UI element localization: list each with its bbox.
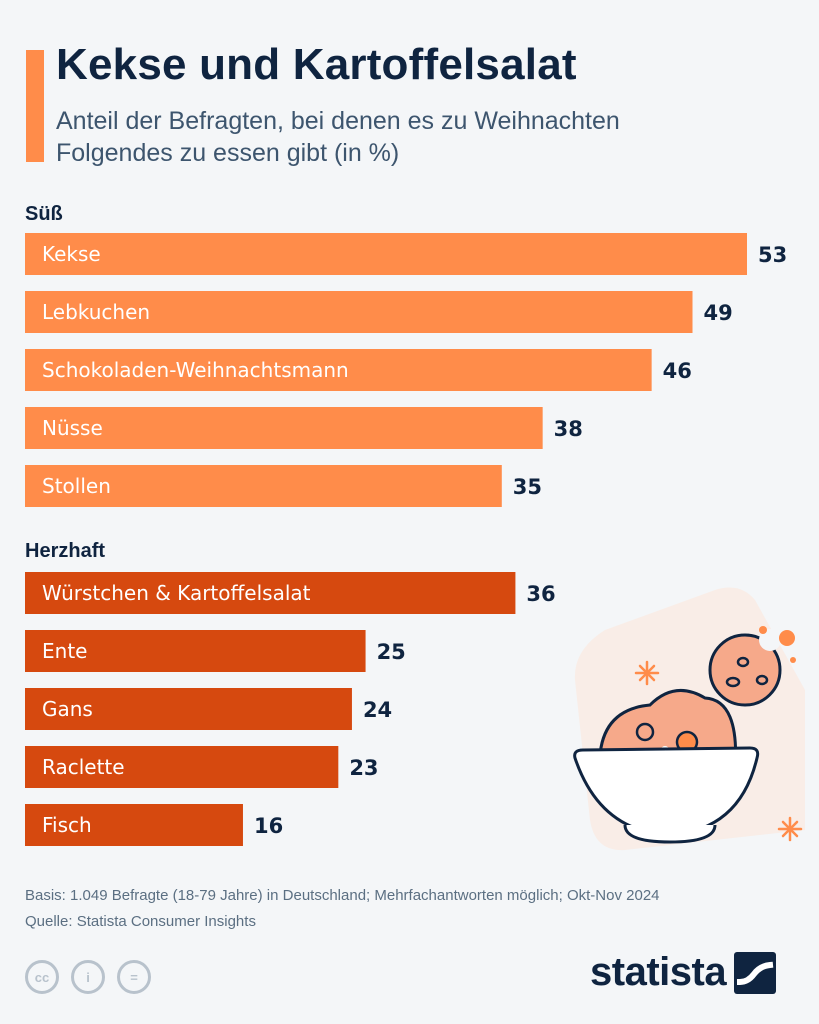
bar-label-schokoladen-weihnachtsmann: Schokoladen-Weihnachtsmann (42, 358, 349, 382)
bar-label-gans: Gans (42, 697, 93, 721)
value-label-gans: 24 (363, 698, 392, 722)
attribution-icon[interactable]: i (71, 960, 105, 994)
group-label-suess: Süß (25, 203, 63, 225)
statista-brand[interactable]: statista (590, 950, 777, 995)
chart-title: Kekse und Kartoffelsalat (56, 40, 577, 89)
bar-gans (25, 688, 352, 730)
cookie-icon (708, 626, 796, 707)
bar-stollen (25, 465, 502, 507)
value-label-stollen: 35 (513, 475, 542, 499)
bar-label-würstchen-kartoffelsalat: Würstchen & Kartoffelsalat (42, 581, 311, 605)
food-illustration (573, 587, 805, 851)
sparkle-icon (634, 660, 803, 842)
bar-fisch (25, 804, 243, 846)
bowl-icon (573, 688, 760, 844)
value-label-fisch: 16 (254, 814, 283, 838)
value-label-ente: 25 (377, 640, 406, 664)
source-note: Quelle: Statista Consumer Insights (25, 913, 256, 930)
bar-label-stollen: Stollen (42, 474, 111, 498)
bar-raclette (25, 746, 339, 788)
group-label-herzhaft: Herzhaft (25, 540, 106, 562)
bar-label-lebkuchen: Lebkuchen (42, 300, 150, 324)
bar-label-ente: Ente (42, 639, 87, 663)
bar-würstchen-kartoffelsalat (25, 572, 516, 614)
chart-subtitle: Anteil der Befragten, bei denen es zu We… (56, 107, 620, 167)
bar-nüsse (25, 407, 543, 449)
bar-lebkuchen (25, 291, 693, 333)
creative-commons-icon[interactable]: cc (25, 960, 59, 994)
value-label-schokoladen-weihnachtsmann: 46 (663, 359, 692, 383)
license-icons: cc i = (25, 960, 151, 994)
bar-label-raclette: Raclette (42, 755, 125, 779)
value-label-kekse: 53 (758, 243, 787, 267)
value-label-würstchen-kartoffelsalat: 36 (526, 582, 555, 606)
no-derivatives-icon[interactable]: = (117, 960, 151, 994)
statista-logo-icon (734, 951, 777, 994)
value-label-raclette: 23 (349, 756, 378, 780)
basis-note: Basis: 1.049 Befragte (18-79 Jahre) in D… (25, 887, 660, 904)
bar-label-nüsse: Nüsse (42, 416, 103, 440)
bar-label-fisch: Fisch (42, 813, 92, 837)
value-label-nüsse: 38 (554, 417, 583, 441)
brand-name: statista (590, 950, 727, 994)
bar-ente (25, 630, 366, 672)
bar-schokoladen-weihnachtsmann (25, 349, 652, 391)
value-label-lebkuchen: 49 (704, 301, 733, 325)
title-accent-bar (26, 50, 44, 162)
bar-label-kekse: Kekse (42, 242, 101, 266)
bar-kekse (25, 233, 747, 275)
